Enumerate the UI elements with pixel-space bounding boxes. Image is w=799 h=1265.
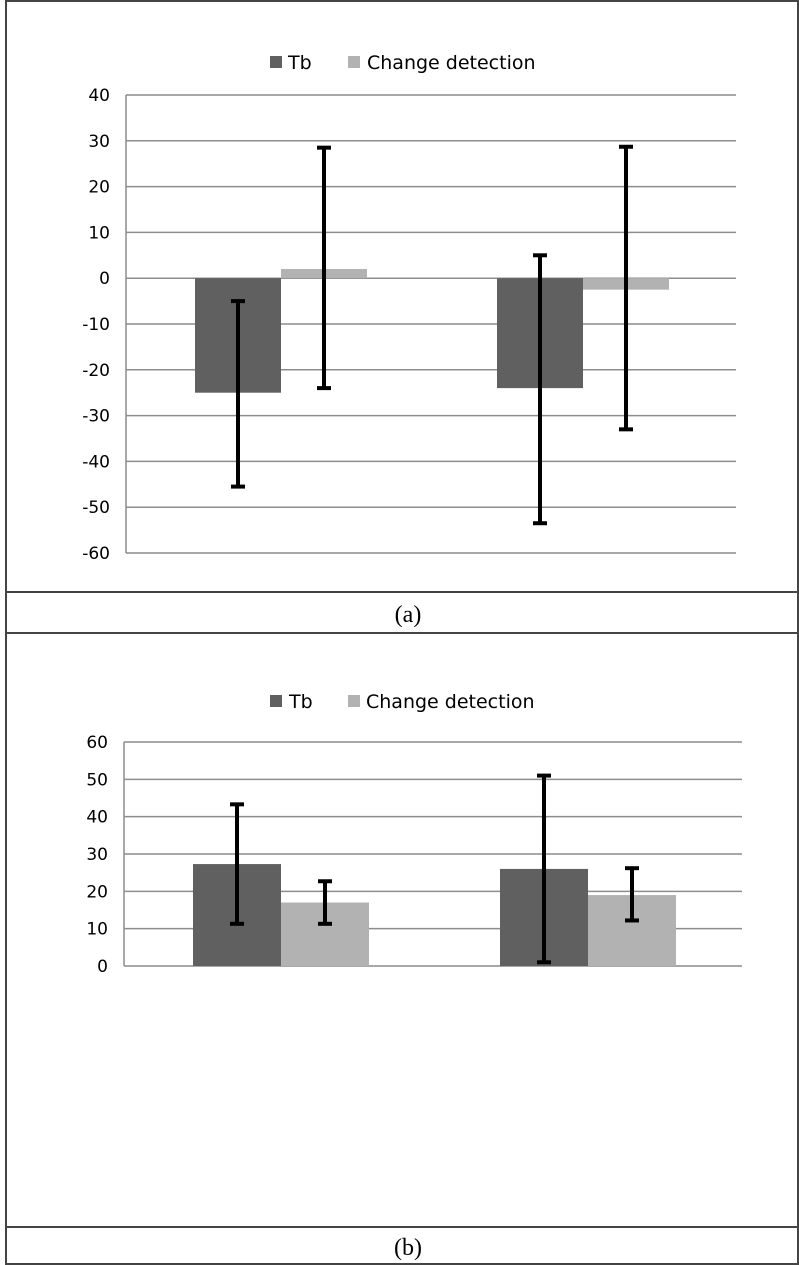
y-tick-label: 40	[88, 86, 110, 106]
y-tick-label: 10	[88, 223, 110, 243]
y-tick-label: 0	[97, 957, 108, 977]
y-tick-label: 10	[86, 920, 108, 940]
caption-b: (b)	[394, 1235, 422, 1261]
y-tick-label: -60	[82, 544, 110, 564]
plot-area-b: 60 50 40 30 20 10 0	[86, 733, 742, 977]
legend-a: Tb Change detection	[270, 52, 536, 74]
y-tick-label: 60	[86, 733, 108, 753]
chart-panel-a: Tb Change detection 40 30 20 10 0 -10 -20 -30 -4…	[82, 52, 736, 628]
legend-b-cd-label: Change detection	[366, 691, 535, 713]
y-tick-label: 0	[99, 269, 110, 289]
y-tick-label: 30	[86, 845, 108, 865]
y-tick-label: 30	[88, 132, 110, 152]
legend-b-tb-swatch	[270, 695, 282, 707]
y-tick-label: 50	[86, 770, 108, 790]
y-tick-label: -10	[82, 315, 110, 335]
legend-a-tb-label: Tb	[287, 52, 312, 74]
plot-area-a: 40 30 20 10 0 -10 -20 -30 -40 -50 -60	[82, 86, 736, 564]
chart-panel-b: Tb Change detection 60 50 40 30 20 10 0 (b)	[86, 691, 742, 1261]
y-tick-label: 20	[86, 882, 108, 902]
legend-b-tb-label: Tb	[288, 691, 313, 713]
y-tick-label: -20	[82, 361, 110, 381]
legend-b: Tb Change detection	[270, 691, 535, 713]
legend-a-cd-label: Change detection	[367, 52, 536, 74]
y-tick-label: -40	[82, 452, 110, 472]
y-tick-label: 20	[88, 178, 110, 198]
y-tick-label: 40	[86, 808, 108, 828]
y-tick-label: -50	[82, 498, 110, 518]
caption-a: (a)	[395, 602, 422, 628]
y-tick-label: -30	[82, 407, 110, 427]
legend-b-cd-swatch	[348, 695, 360, 707]
legend-a-cd-swatch	[348, 56, 360, 68]
legend-a-tb-swatch	[270, 56, 282, 68]
